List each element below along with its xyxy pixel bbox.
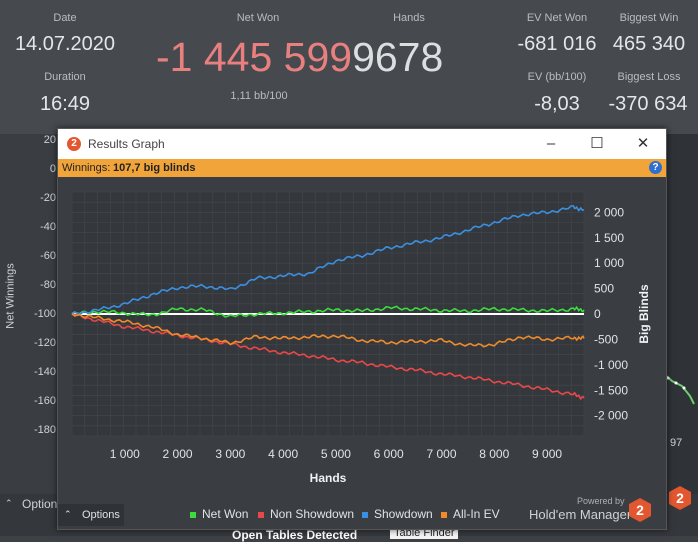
x-tick-label: 4 000 [268,447,298,461]
net-won-hands-value: -1 445 5999678 [156,34,443,81]
background-y-tick: -100 [33,308,56,320]
duration-label: Duration [44,71,86,83]
results-chart: 1 000 2 000 3 000 4 000 5 000 6 000 7 000 8 000… [71,191,651,485]
series-line-all-in-ev [71,313,585,348]
winnings-value: 107,7 big blinds [113,162,196,174]
background-y-tick: -40 [40,221,56,233]
ev-bb-label: EV (bb/100) [527,71,587,83]
maximize-button[interactable]: ☐ [590,135,604,152]
chevron-up-icon: ⌃ [64,509,72,519]
hands-label: Hands [393,12,425,24]
biggest-win-value: 465 340 [612,33,686,55]
y-axis-label: Big Blinds [637,284,651,344]
x-tick-label: 9 000 [532,447,562,461]
help-icon[interactable]: ? [649,161,662,174]
minimize-button[interactable]: – [546,135,556,152]
x-axis-label: Hands [310,471,347,485]
background-ylabel: Net Winnings [4,263,17,329]
y-tick-label: -500 [594,332,618,346]
biggest-loss-value: -370 634 [608,93,688,115]
ev-net-won-value: -681 016 [517,33,597,55]
background-series-dots [664,373,695,405]
x-tick-label: 3 000 [215,447,245,461]
x-tick-label: 7 000 [426,447,456,461]
legend-all-in-ev[interactable]: All-In EV [441,507,500,521]
y-tick-label: 1 500 [594,231,624,245]
y-tick-label: 0 [594,307,601,321]
legend-showdown[interactable]: Showdown [362,507,433,521]
x-tick-label: 5 000 [321,447,351,461]
background-options-button[interactable]: ⌃ Options [5,497,64,511]
legend-non-showdown[interactable]: Non Showdown [258,507,354,521]
background-y-tick: -80 [40,279,56,291]
brand-label: Hold'em Manager [529,507,632,522]
background-y-tick: -160 [33,395,56,407]
background-y-tick: -60 [40,250,56,262]
ev-bb-value: -8,03 [534,93,580,115]
hm-logo-icon: 2 [669,486,691,510]
winnings-label: Winnings: [62,162,111,174]
y-tick-label: -2 000 [594,409,628,423]
x-tick-label: 8 000 [479,447,509,461]
window-titlebar[interactable]: 2 Results Graph – ☐ ✕ [58,129,666,159]
stats-panel: Date 14.07.2020 Duration 16:49 Net Won H… [0,0,698,134]
duration-value: 16:49 [39,93,91,115]
winnings-bar: Winnings: 107,7 big blinds ? [58,159,666,177]
background-y-tick: -180 [33,424,56,436]
y-tick-label: 2 000 [594,205,624,219]
close-button[interactable]: ✕ [636,135,650,152]
background-y-tick: 20 [43,134,56,146]
y-tick-label: 1 000 [594,256,624,270]
chevron-up-icon: ⌃ [5,498,13,508]
legend-net-won[interactable]: Net Won [190,507,248,521]
x-tick-label: 1 000 [110,447,140,461]
x-tick-label: 2 000 [163,447,193,461]
results-graph-window: 2 Results Graph – ☐ ✕ Winnings: 107,7 bi… [57,128,667,530]
background-y-tick: -20 [40,192,56,204]
series-line-showdown [71,204,585,316]
biggest-win-label: Biggest Win [619,12,679,24]
y-tick-label: -1 000 [594,358,628,372]
y-tick-label: 500 [594,282,614,296]
date-value: 14.07.2020 [14,33,116,55]
background-x-tick: 97 [670,437,683,449]
app-logo-icon: 2 [67,137,81,151]
ev-net-won-label: EV Net Won [526,12,588,24]
date-label: Date [53,12,77,24]
open-tables-label: Open Tables Detected [232,528,358,542]
bb-per-100: 1,11 bb/100 [230,90,288,102]
y-tick-label: -1 500 [594,383,628,397]
hands-value: 9678 [352,34,444,80]
hm-logo-icon: 2 [629,498,651,522]
x-tick-label: 6 000 [374,447,404,461]
background-y-tick: 0 [49,163,56,175]
background-y-tick: -120 [33,337,56,349]
net-won-label: Net Won [236,12,280,24]
series-line-non-showdown [71,312,585,401]
powered-by-label: Powered by [577,496,625,506]
options-button[interactable]: ⌃ Options [58,504,124,526]
window-title: Results Graph [88,137,165,151]
background-chart-right [664,134,698,494]
series-line-net-won [71,305,585,318]
biggest-loss-label: Biggest Loss [617,71,681,83]
background-y-tick: -140 [33,366,56,378]
net-won-value: -1 445 599 [156,34,353,80]
